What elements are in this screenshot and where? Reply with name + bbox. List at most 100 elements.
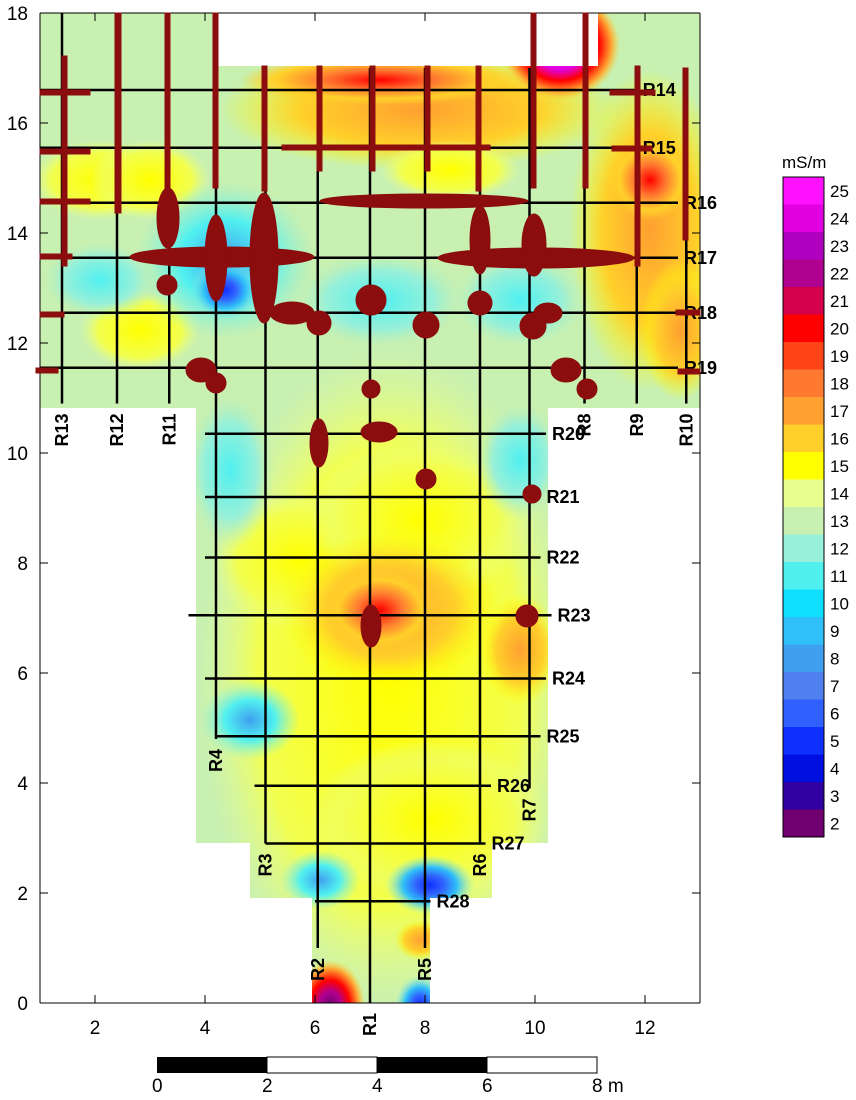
legend-value-label: 22 [830, 264, 849, 283]
anomaly-r3-bar [261, 65, 268, 192]
y-tick-label: 16 [7, 114, 28, 135]
y-tick-label: 6 [17, 664, 28, 685]
scale-label: 2 [262, 1076, 273, 1097]
anomaly-spot-15 [360, 421, 398, 443]
legend-value-label: 17 [830, 402, 849, 421]
profile-label-r8: R8 [575, 414, 595, 437]
anomaly-r15-right-bar [611, 145, 653, 152]
legend-swatch [783, 617, 824, 645]
legend-swatch [783, 754, 824, 783]
profile-label-r28: R28 [437, 891, 470, 911]
anomaly-spot-6 [467, 290, 493, 316]
legend-swatch [783, 699, 824, 728]
y-tick-label: 0 [17, 994, 28, 1015]
profile-label-r4: R4 [206, 749, 226, 772]
legend-swatch [783, 644, 824, 673]
y-tick-label: 10 [7, 444, 28, 465]
profile-label-r26: R26 [497, 776, 530, 796]
anomaly-r18-left-bar [39, 311, 65, 318]
anomaly-spot-10 [205, 372, 227, 394]
legend-swatch [783, 397, 824, 425]
scale-label: 6 [482, 1076, 493, 1097]
x-tick-label: 2 [90, 1018, 101, 1039]
scale-label: 0 [152, 1076, 163, 1097]
legend-value-label: 8 [830, 649, 839, 668]
y-tick-label: 2 [17, 884, 28, 905]
x-tick-label: 4 [200, 1018, 211, 1039]
anomaly-spot-19 [515, 604, 539, 628]
profile-label-r17: R17 [684, 248, 717, 268]
profile-label-r9: R9 [627, 414, 647, 437]
anomaly-r18-right-bar [675, 309, 701, 316]
anomaly-r17-left-bar [39, 253, 73, 260]
legend-value-label: 21 [830, 292, 849, 311]
anomaly-r7-bar [530, 12, 537, 189]
anomaly-r11-bar [164, 12, 171, 189]
anomaly-r5-bar [424, 65, 431, 172]
legend-swatch [783, 562, 824, 590]
anomaly-r9-bar [634, 65, 641, 267]
profile-label-r15: R15 [643, 138, 676, 158]
legend-swatch [783, 287, 824, 315]
profile-label-r6: R6 [470, 854, 490, 877]
profile-label-r27: R27 [492, 834, 525, 854]
legend-value-label: 3 [830, 787, 839, 806]
anomaly-r6-bar [475, 65, 482, 192]
profile-label-r20: R20 [552, 424, 585, 444]
anomaly-spot-12 [550, 357, 582, 383]
profile-label-r21: R21 [547, 487, 580, 507]
y-tick-label: 18 [7, 4, 28, 25]
anomaly-r14-left-bar [39, 89, 91, 96]
x-tick-label: 10 [524, 1018, 545, 1039]
legend-value-label: 6 [830, 704, 839, 723]
anomaly-r3-ellipse [249, 192, 279, 324]
legend-value-label: 19 [830, 347, 849, 366]
legend-value-label: 14 [830, 484, 849, 503]
profile-label-r19: R19 [684, 358, 717, 378]
legend-value-label: 2 [830, 814, 839, 833]
anomaly-r8-bar [582, 12, 589, 189]
color-legend: mS/m 25242322212019181716151413121110987… [782, 153, 849, 838]
profile-label-r5: R5 [415, 958, 435, 981]
anomaly-r15-left-bar [39, 148, 91, 155]
legend-value-label: 16 [830, 429, 849, 448]
anomaly-r10-bar [682, 67, 689, 241]
anomaly-r15-mid-bar [281, 144, 491, 151]
legend-swatch [783, 479, 824, 508]
legend-value-label: 4 [830, 759, 839, 778]
legend-value-label: 9 [830, 622, 839, 641]
legend-value-label: 12 [830, 539, 849, 558]
scale-label: 8 m [592, 1076, 624, 1097]
legend-swatch [783, 809, 824, 838]
profile-label-r11: R11 [159, 414, 179, 446]
anomaly-r19-right-bar [677, 368, 701, 375]
profile-label-r25: R25 [547, 726, 580, 746]
legend-swatch [783, 727, 824, 755]
anomaly-spot-14 [309, 418, 329, 468]
profile-label-r10: R10 [676, 414, 696, 447]
profile-label-r23: R23 [558, 605, 591, 625]
profile-label-r18: R18 [684, 303, 717, 323]
anomaly-r6-ellipse [469, 205, 491, 275]
profile-label-r13: R13 [52, 414, 72, 447]
legend-swatch [783, 342, 824, 370]
anomaly-r7-ellipse [521, 213, 547, 277]
scale-bar: 0 2 4 6 8 m [152, 1056, 624, 1097]
legend-swatch [783, 672, 824, 700]
y-tick-label: 8 [17, 554, 28, 575]
legend-value-label: 18 [830, 374, 849, 393]
profile-label-r22: R22 [547, 548, 580, 568]
profile-label-r7: R7 [520, 799, 540, 822]
legend-swatch [783, 452, 824, 480]
x-tick-label: 6 [310, 1018, 321, 1039]
anomaly-r16-ellipse [319, 193, 529, 209]
legend-value-label: 13 [830, 512, 849, 531]
legend-value-label: 24 [830, 209, 849, 228]
legend-value-label: 10 [830, 594, 849, 613]
legend-swatch [783, 369, 824, 398]
legend-swatch [783, 589, 824, 618]
anomaly-spot-8 [533, 302, 563, 324]
legend-swatch [783, 204, 824, 233]
anomaly-r4-bar [212, 12, 219, 189]
